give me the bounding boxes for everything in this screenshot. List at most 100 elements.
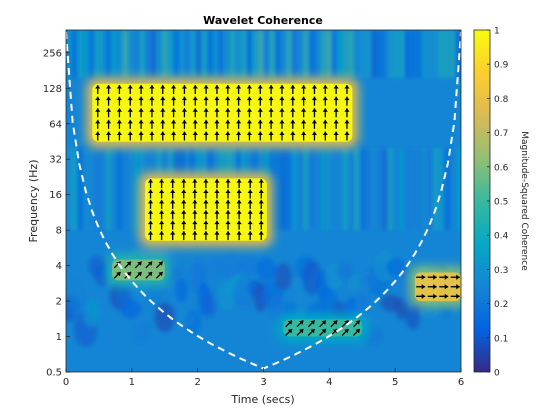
colorbar-tick-label: 0.2 [494,300,508,310]
phase-arrow [439,274,449,280]
phase-arrow [181,131,188,141]
colorbar: 0 0.1 0.2 0.3 0.4 0.5 0.6 0.7 0.8 0.9 1 Magnitude-… [473,27,529,379]
texture-patch [82,300,100,328]
phase-arrow [236,108,242,118]
phase-arrow [344,131,350,141]
phase-arrow [225,210,231,220]
phase-arrow [427,274,437,280]
colorbar-tick-label: 1 [494,27,500,37]
texture-streak [304,30,308,78]
phase-arrow [105,131,112,141]
phase-arrow [236,179,242,189]
phase-arrow [225,96,231,106]
texture-streak [417,30,421,78]
phase-arrow [203,85,209,95]
phase-arrow [214,189,220,199]
texture-patch [363,326,384,345]
phase-arrow [257,131,263,141]
phase-arrow [290,96,296,106]
phase-arrow [290,131,296,141]
texture-streak [292,147,297,231]
texture-streak [394,30,398,78]
phase-arrow [159,210,165,220]
phase-arrow [268,108,274,118]
phase-arrow [138,108,144,118]
texture-streak [343,30,347,78]
x-axis-label: Time (secs) [230,393,294,406]
phase-arrow [138,119,144,129]
y-tick-label: 32 [49,155,62,166]
phase-arrow [170,131,177,141]
phase-arrow [147,220,154,230]
phase-arrow [333,96,339,106]
phase-arrow [301,119,307,129]
x-tick-label: 4 [326,377,332,388]
phase-arrow [127,85,133,95]
coherence-region [414,272,461,302]
phase-arrow [439,293,449,299]
phase-arrow [147,210,154,220]
texture-streak [405,147,410,231]
phase-arrow [95,119,101,129]
texture-streak [275,147,280,231]
texture-streak [400,30,404,78]
texture-streak [365,147,371,231]
phase-arrow [192,119,198,129]
colorbar-tick-label: 0.8 [494,95,509,105]
phase-arrow [149,108,155,118]
phase-arrow [290,108,296,118]
texture-patch [256,257,276,282]
phase-arrow [225,199,231,209]
texture-streak [422,147,427,231]
phase-arrow [127,108,133,118]
phase-arrow [450,293,460,299]
texture-streak [314,147,320,231]
phase-arrow [311,131,318,141]
phase-arrow [192,131,198,141]
texture-patch [222,249,243,283]
phase-arrow [296,328,304,336]
texture-streak [253,30,257,78]
texture-streak [427,147,433,231]
phase-arrow [181,119,188,129]
phase-arrow [247,179,253,189]
phase-arrow [236,199,242,209]
texture-streak [89,147,94,231]
phase-arrow [225,231,231,241]
phase-arrow [225,220,231,230]
phase-arrow [203,179,209,189]
phase-arrow [105,108,112,118]
phase-arrow [416,284,426,290]
coherence-region [145,178,267,241]
texture-patch [406,306,420,330]
texture-streak [140,30,144,78]
colorbar-tick-label: 0.9 [494,61,509,71]
phase-arrow [149,85,155,95]
texture-streak [343,147,348,231]
phase-arrow [427,284,437,290]
phase-arrow [257,96,263,106]
colorbar-tick-label: 0.1 [494,334,508,344]
texture-streak [309,30,314,78]
texture-streak [202,30,206,78]
phase-arrow [246,96,253,106]
phase-arrow [145,271,153,279]
phase-arrow [301,85,307,95]
x-tick-label: 5 [392,377,398,388]
texture-streak [185,30,189,78]
phase-arrow [225,189,231,199]
phase-arrow [258,189,264,199]
phase-arrow [344,119,350,129]
texture-streak [230,30,235,78]
phase-arrow [160,85,166,95]
phase-arrow [307,319,316,328]
texture-patch [134,321,151,345]
y-tick-label: 0.5 [46,368,62,379]
phase-arrow [134,271,143,279]
texture-streak [298,30,302,78]
phase-arrow [138,85,144,95]
phase-arrow [333,85,339,95]
texture-streak [72,30,77,78]
phase-arrow [322,131,328,141]
phase-arrow [319,328,327,336]
